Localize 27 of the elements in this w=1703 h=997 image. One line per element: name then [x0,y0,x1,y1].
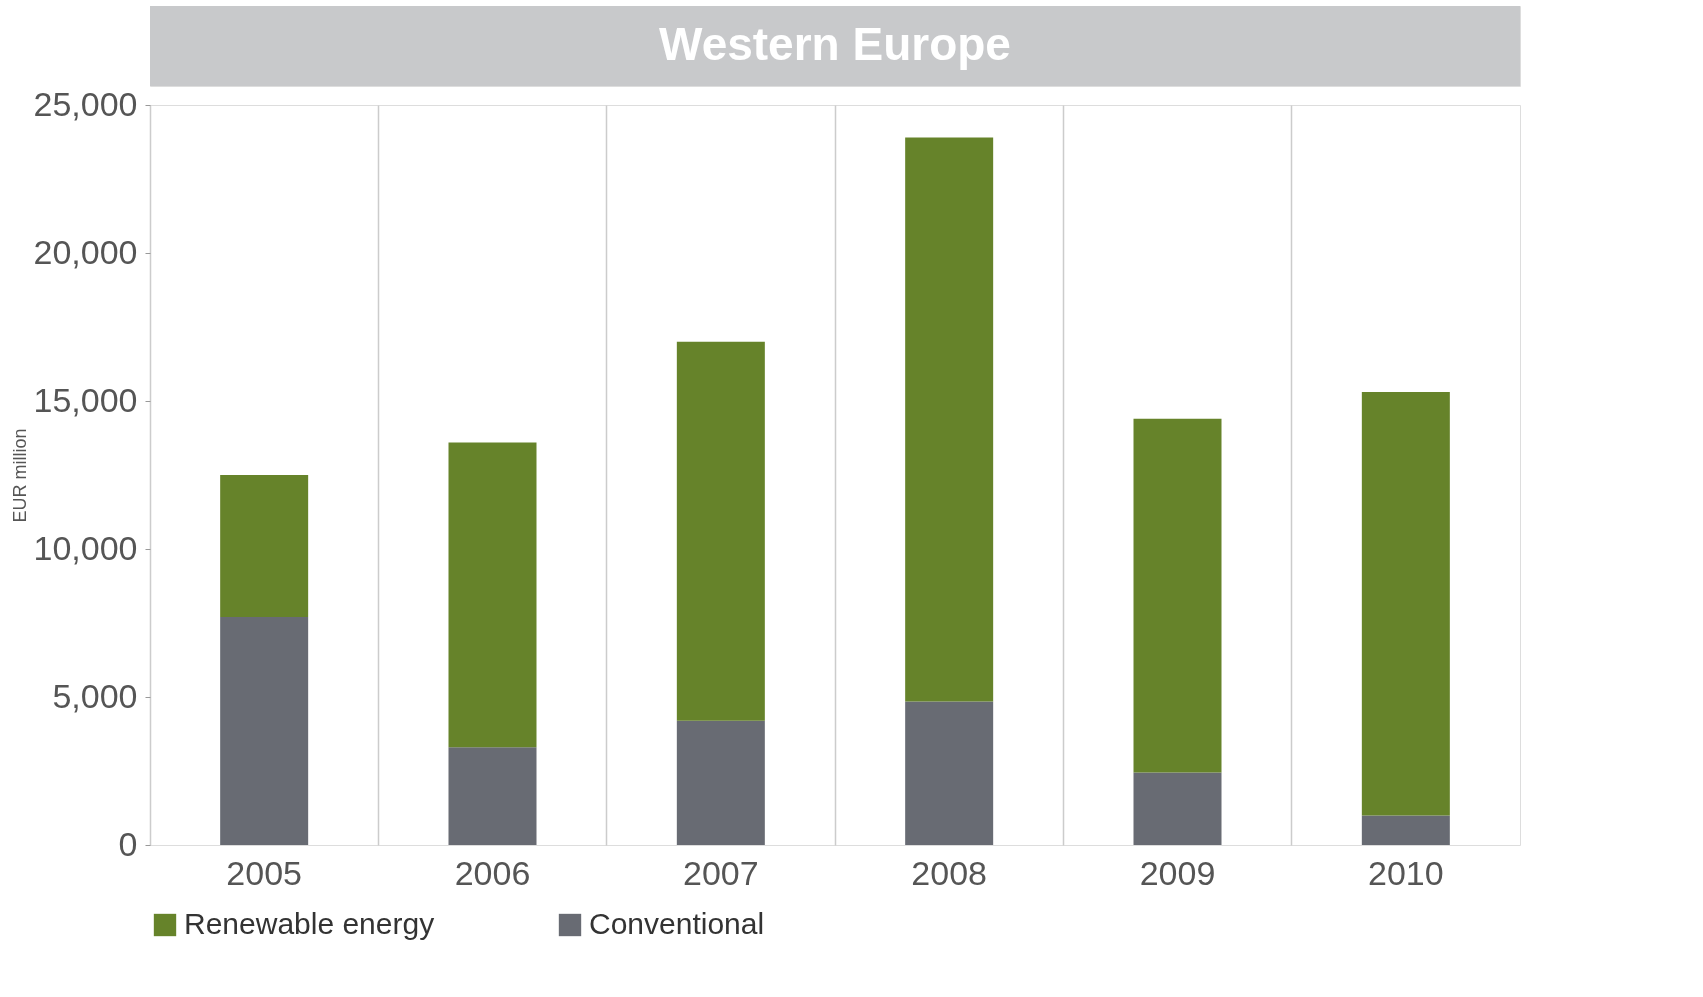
legend-label: Renewable energy [184,907,435,940]
legend-label: Conventional [589,907,765,940]
x-tick-label: 2008 [911,853,987,892]
x-tick-label: 2006 [454,853,531,892]
y-tick-label: 25,000 [33,84,138,123]
y-tick-label: 20,000 [33,232,138,271]
bar [1361,392,1450,816]
x-tick-label: 2005 [226,853,302,892]
bar [905,701,994,845]
y-tick-label: 0 [118,824,138,863]
bar [1361,815,1450,845]
x-tick-label: 2009 [1139,853,1216,892]
bar [220,475,309,618]
y-tick-label: 10,000 [33,528,138,567]
bar [676,720,765,845]
bar [448,442,537,748]
bar [676,341,765,721]
x-tick-label: 2007 [683,853,759,892]
bar [448,747,537,845]
bar [905,137,994,702]
y-tick-label: 15,000 [33,380,138,419]
bar [220,617,309,845]
bar [1133,418,1222,773]
bar [1133,772,1222,845]
y-tick-label: 5,000 [52,676,138,715]
x-tick-label: 2010 [1368,853,1444,892]
y-axis-title: EUR million [9,428,30,523]
